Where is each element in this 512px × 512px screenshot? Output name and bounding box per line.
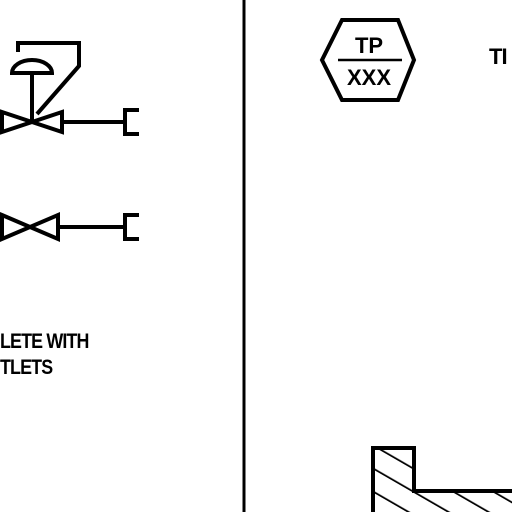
tag-bottom-text: XXX [347,65,391,90]
legend-note: LETE WITH TLETS [0,329,89,381]
pipe-cap-icon [123,213,139,241]
hexagon-tag-icon: TP XXX [319,18,417,102]
pipe-cap-icon [123,108,139,136]
hatched-base-icon [371,446,512,512]
tag-top-text: TP [355,33,383,58]
legend-line-2: TLETS [0,356,53,379]
control-valve-icon [0,41,125,135]
right-column-label: TI [489,44,508,69]
hand-valve-icon [0,211,125,243]
legend-line-1: LETE WITH [0,330,89,353]
